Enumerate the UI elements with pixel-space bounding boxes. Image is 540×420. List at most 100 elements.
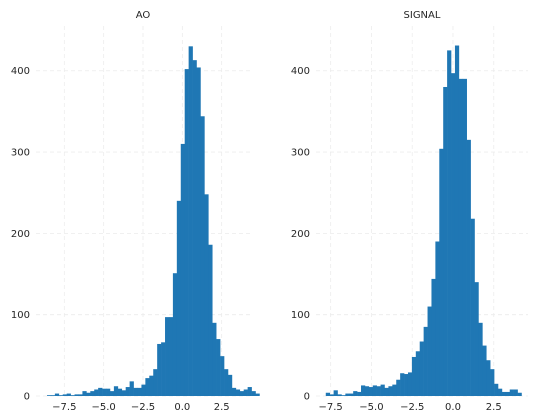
hist-bar-signal-31 [447,50,452,397]
hist-bar-signal-19 [400,373,405,396]
hist-bar-signal-42 [490,369,495,396]
y-tick-label-signal-1: 100 [291,310,310,321]
hist-bar-ao-35 [184,69,189,396]
hist-bar-ao-46 [227,374,233,396]
hist-bar-ao-26 [149,375,154,396]
hist-bar-signal-22 [411,356,417,396]
hist-bar-ao-3 [58,395,64,396]
hist-bar-ao-41 [208,244,213,396]
hist-bar-signal-26 [427,306,432,396]
x-tick-label-signal-4: 2.5 [486,402,502,413]
hist-bar-signal-4 [341,395,346,396]
x-tick-label-signal-2: −2.5 [400,402,424,413]
hist-bar-signal-46 [505,391,511,396]
hist-bar-signal-24 [419,341,424,396]
hist-bar-signal-5 [345,393,350,396]
hist-bar-ao-31 [168,317,174,396]
hist-bar-signal-21 [407,372,413,396]
hist-bar-ao-39 [200,116,205,396]
hist-bar-ao-25 [145,378,150,396]
plot-area-ao: −7.5 −5.0 −2.5 0.0 2.5 0 100 200 300 400 [11,26,260,413]
x-tick-label-ao-1: −5.0 [92,402,116,413]
hist-bar-ao-22 [133,387,138,396]
hist-bar-signal-49 [517,392,522,396]
y-tick-label-ao-2: 200 [11,229,30,240]
hist-bar-ao-47 [231,387,237,396]
y-tick-label-ao-3: 300 [11,148,30,159]
y-tick-label-ao-1: 100 [11,310,30,321]
hist-bar-signal-0 [325,392,330,396]
hist-bar-ao-27 [153,369,158,396]
hist-bar-ao-11 [90,391,95,396]
hist-bar-ao-23 [137,387,142,396]
x-tick-label-ao-4: 2.5 [214,402,230,413]
hist-bar-ao-14 [102,388,107,396]
x-tick-label-signal-1: −5.0 [359,402,383,413]
chart-signal: SIGNAL −7.5 −5.0 −2.5 0.0 2.5 0 100 200 300 400 [291,10,528,413]
hist-bar-signal-20 [404,374,409,396]
y-tick-label-signal-2: 200 [291,229,310,240]
hist-bar-ao-53 [255,393,260,396]
hist-bar-ao-6 [70,395,75,396]
hist-bar-ao-4 [62,394,67,396]
hist-bar-signal-27 [431,278,436,396]
hist-bar-ao-12 [94,389,99,396]
x-tick-label-signal-0: −7.5 [319,402,343,413]
hist-bar-ao-43 [216,339,221,396]
hist-bar-signal-34 [458,78,464,396]
hist-bar-ao-17 [113,386,119,396]
hist-bar-signal-40 [482,345,487,396]
hist-bar-ao-29 [161,342,166,396]
hist-bar-ao-51 [247,387,252,396]
hist-bar-signal-36 [466,139,471,396]
hist-bar-ao-0 [47,395,52,396]
hist-bar-signal-35 [462,78,467,396]
hist-bar-ao-10 [86,392,91,396]
chart-title-signal: SIGNAL [404,10,441,21]
hist-bar-signal-13 [376,386,381,396]
y-tick-label-ao-0: 0 [24,392,30,403]
hist-bar-signal-1 [329,394,334,396]
hist-bar-ao-21 [129,381,134,396]
hist-bar-ao-38 [196,67,201,396]
hist-bar-signal-7 [353,391,358,396]
hist-bar-signal-39 [478,322,483,396]
hist-bar-signal-37 [470,218,475,396]
hist-bar-ao-20 [125,387,130,396]
hist-bar-ao-49 [239,391,245,396]
hist-bar-signal-11 [368,387,374,396]
chart-title-ao: AO [136,10,151,21]
hist-bar-signal-45 [501,391,507,396]
hist-bar-signal-41 [486,360,491,396]
hist-bar-signal-38 [474,282,479,396]
x-tick-label-ao-0: −7.5 [52,402,76,413]
hist-bar-ao-33 [176,200,182,396]
y-tick-label-ao-4: 400 [11,66,30,77]
x-tick-label-ao-3: 0.0 [174,402,190,413]
hist-bar-signal-15 [384,387,389,396]
hist-bar-signal-29 [439,148,444,396]
hist-bar-signal-17 [392,384,397,396]
hist-bar-ao-32 [172,273,178,396]
hist-bar-ao-2 [54,393,60,396]
hist-bar-ao-1 [50,395,56,396]
hist-bar-signal-32 [451,73,456,397]
chart-ao: AO −7.5 −5.0 −2.5 0.0 2.5 0 100 200 300 400 [11,10,260,413]
hist-bar-signal-30 [443,86,448,396]
hist-bar-ao-18 [117,388,123,396]
hist-bar-ao-9 [82,391,87,396]
hist-bar-ao-52 [251,391,256,396]
hist-bar-signal-3 [337,394,342,396]
hist-bar-signal-12 [372,385,377,396]
y-tick-label-signal-0: 0 [304,392,310,403]
hist-bar-ao-37 [192,60,197,397]
hist-bar-signal-6 [349,393,354,396]
hist-bar-signal-16 [388,386,393,396]
hist-bar-ao-30 [165,317,170,396]
hist-bar-ao-5 [66,393,71,396]
hist-bar-signal-28 [435,241,440,396]
hist-bar-signal-23 [415,351,421,396]
hist-bar-ao-19 [121,390,126,396]
hist-bar-signal-18 [396,379,401,396]
